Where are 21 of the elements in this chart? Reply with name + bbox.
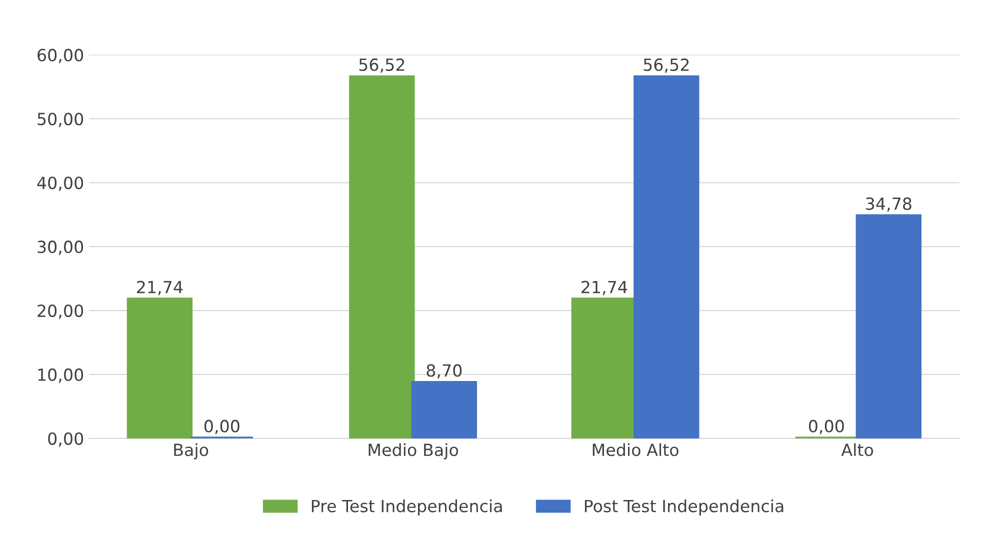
data-label: 0,00 <box>808 420 844 434</box>
x-tick-label: Medio Alto <box>592 443 678 456</box>
data-label: 8,70 <box>426 364 462 378</box>
y-tick-label: 20,00 <box>38 304 84 319</box>
x-tick-label: Alto <box>841 443 874 456</box>
x-tick-label: Medio Bajo <box>368 443 458 460</box>
data-label: 0,00 <box>204 420 240 434</box>
legend-label: Post Test Independencia <box>584 499 784 516</box>
y-tick-label: 10,00 <box>38 368 84 383</box>
x-tick-label: Bajo <box>174 443 208 460</box>
y-tick-label: 30,00 <box>38 240 84 255</box>
y-tick-label: 0,00 <box>48 432 84 447</box>
y-tick-label: 50,00 <box>38 112 84 128</box>
data-label: 34,78 <box>866 197 912 212</box>
legend-label: Pre Test Independencia <box>312 499 502 516</box>
data-label: 21,74 <box>137 280 183 296</box>
data-label: 21,74 <box>582 280 628 296</box>
y-tick-label: 40,00 <box>37 176 84 191</box>
data-label: 56,52 <box>644 58 689 73</box>
data-label: 56,52 <box>359 58 404 73</box>
y-tick-label: 60,00 <box>38 48 84 64</box>
